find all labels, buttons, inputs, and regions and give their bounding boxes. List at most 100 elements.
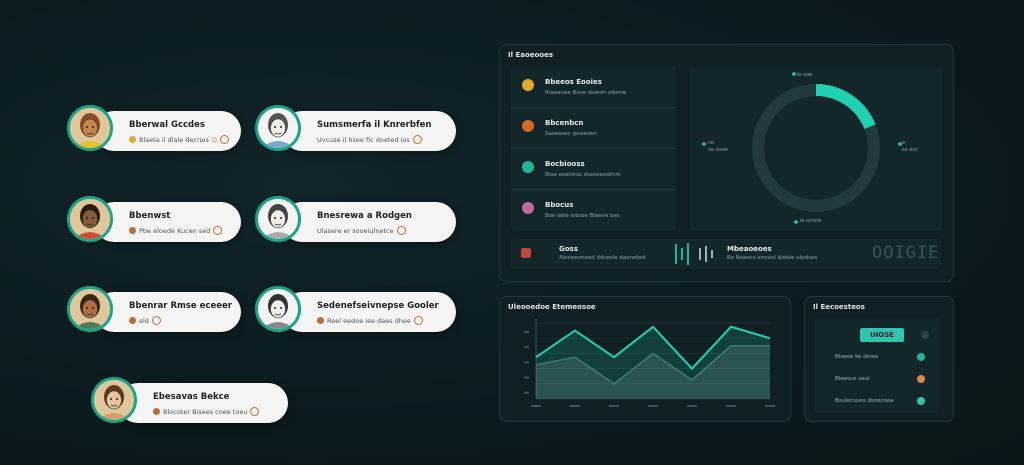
status-dot-icon (129, 227, 136, 234)
summary-bar: Goss Aleceeoneed ddcesle daoneted Mbeaoe… (511, 239, 941, 269)
x-tick (687, 405, 697, 407)
series-line (535, 325, 771, 371)
stats-badge: UIOSE (860, 328, 904, 342)
status-dot-icon (317, 317, 324, 324)
category-icon (522, 202, 534, 214)
profile-card[interactable]: Sedenefseivnepse Gooler Reel eedoe iee da… (282, 292, 456, 332)
category-subtitle: Saoessec gowedsn (545, 131, 598, 137)
info-icon (396, 226, 406, 235)
trend-chart (524, 319, 775, 407)
profile-subtitle: Blocoter Bisees coee toeu (153, 407, 260, 416)
trend-title: Uleooedoe Etemeosoe (508, 303, 596, 311)
profile-name: Ebesavas Bekce (153, 392, 230, 402)
legend-label: Bleesce seul (835, 376, 870, 382)
info-icon (213, 226, 223, 235)
donut-marker (898, 142, 902, 146)
x-tick (726, 405, 736, 407)
donut-marker (792, 72, 796, 76)
category-item[interactable]: Bocbiooss Blae eeelorsc doesseadmm (511, 148, 676, 190)
area-fill (536, 345, 770, 399)
series-line (535, 345, 770, 385)
profile-card[interactable]: Bnesrewa a Rodgen Ulasere er sooeiulnetce (282, 202, 456, 242)
summary-mid-title: Mbeaoeoes (727, 245, 772, 253)
profile-name: Sedenefseivnepse Gooler (317, 301, 439, 311)
profile-card[interactable]: Ebesavas Bekce Blocoter Bisees coee toeu (118, 383, 288, 423)
stats-panel: Il Eecoesteos UIOSE Blseee ke dmes Bleesc… (804, 296, 954, 422)
avatar (67, 196, 113, 242)
y-tick (524, 391, 529, 394)
avatar (91, 377, 137, 423)
donut-right-label: e (902, 140, 906, 146)
alert-icon (521, 248, 531, 258)
legend-label: Blseee ke dmes (835, 354, 879, 360)
summary-left-sub: Aleceeoneed ddcesle daoneted (559, 255, 646, 261)
summary-left-title: Goss (559, 245, 578, 253)
legend-dot-icon (917, 397, 925, 405)
trend-panel: Uleooedoe Etemeosoe (499, 296, 791, 422)
profile-subtitle: Ulasere er sooeiulnetce (317, 226, 406, 235)
category-title: Bocbiooss (545, 160, 585, 168)
panel-title: Il Eaoeooes (508, 51, 554, 59)
legend-dot-icon (917, 375, 925, 383)
status-dot-icon (129, 136, 136, 143)
info-icon (412, 135, 422, 144)
donut-left-label: ce (708, 140, 714, 146)
profile-name: Bnesrewa a Rodgen (317, 211, 412, 221)
category-subtitle: Blae eeelorsc doesseadmm (545, 172, 621, 178)
profile-subtitle: Blaeta il dlale decrios O (129, 135, 229, 144)
profile-subtitle-text: eld (139, 316, 149, 325)
category-item[interactable]: Bbcenbcn Saoessec gowedsn (511, 107, 676, 149)
y-tick (524, 376, 529, 379)
profile-card[interactable]: Bbenrar Rmse eceeer eld (94, 292, 241, 332)
profile-subtitle: Uvcuse il hsee fic doeted ios (317, 135, 422, 144)
category-item[interactable]: Bbocus Boe dele eduoe Blaeve bes (511, 189, 676, 230)
profile-name: Bbenwst (129, 211, 171, 221)
category-item[interactable]: Bbeeos Eooies Rlaeenae Bose dsanm sdome (511, 66, 676, 108)
avatar (67, 286, 113, 332)
category-title: Bbcenbcn (545, 119, 584, 127)
settings-icon[interactable] (921, 331, 929, 339)
info-icon (151, 316, 161, 325)
profile-subtitle-text: Ulasere er sooeiulnetce (317, 226, 394, 235)
donut-marker (702, 142, 706, 146)
category-list: Bbeeos Eooies Rlaeenae Bose dsanm sdome Bb… (511, 66, 676, 231)
y-tick (524, 331, 529, 333)
avatar (255, 286, 301, 332)
profile-tail: O (211, 135, 217, 144)
donut-bottom-label: le ociore (800, 218, 822, 224)
category-subtitle: Rlaeenae Bose dsanm sdome (545, 90, 627, 96)
donut-segment (815, 84, 876, 130)
category-icon (522, 120, 534, 132)
summary-readout: OOIGIE (872, 243, 940, 263)
x-tick (609, 405, 619, 407)
category-title: Bbocus (545, 201, 574, 209)
x-tick (570, 405, 580, 407)
donut-chart (702, 72, 902, 224)
info-icon (250, 407, 260, 416)
donut-right-sub: se ecc (902, 147, 918, 153)
overview-panel: Il Eaoeooes Bbeeos Eooies Rlaeenae Bose d… (499, 44, 954, 282)
donut-left-sub: se sisoe (708, 147, 729, 153)
profile-subtitle-text: Blocoter Bisees coee toeu (163, 407, 248, 416)
avatar (255, 105, 301, 151)
profile-name: Bberwal Gccdes (129, 120, 205, 130)
profile-subtitle-text: Uvcuse il hsee fic doeted ios (317, 135, 410, 144)
category-title: Bbeeos Eooies (545, 78, 602, 86)
donut-marker (794, 220, 798, 224)
legend-label: Bsulecsues dsoecoea (835, 398, 894, 404)
legend-dot-icon (917, 353, 925, 361)
profile-name: Bbenrar Rmse eceeer (129, 301, 232, 311)
category-icon (522, 161, 534, 173)
y-tick (524, 346, 529, 349)
profile-card[interactable]: Bbenwst Pbe eloede Kucen sed (94, 202, 241, 242)
stats-card: UIOSE Blseee ke dmes Bleesce seul Bsulecsu… (815, 318, 940, 413)
profile-subtitle: Reel eedoe iee daes dhee (317, 316, 423, 325)
x-tick (648, 405, 658, 407)
profile-card[interactable]: Sumsmerfa il Knrerbfen Uvcuse il hsee fic… (282, 111, 456, 151)
profile-card[interactable]: Bberwal Gccdes Blaeta il dlale decrios O (94, 111, 241, 151)
profile-subtitle-text: Reel eedoe iee daes dhee (327, 316, 411, 325)
profile-name: Sumsmerfa il Knrerbfen (317, 120, 432, 130)
x-tick (765, 405, 775, 407)
avatar (67, 105, 113, 151)
info-icon (413, 316, 423, 325)
